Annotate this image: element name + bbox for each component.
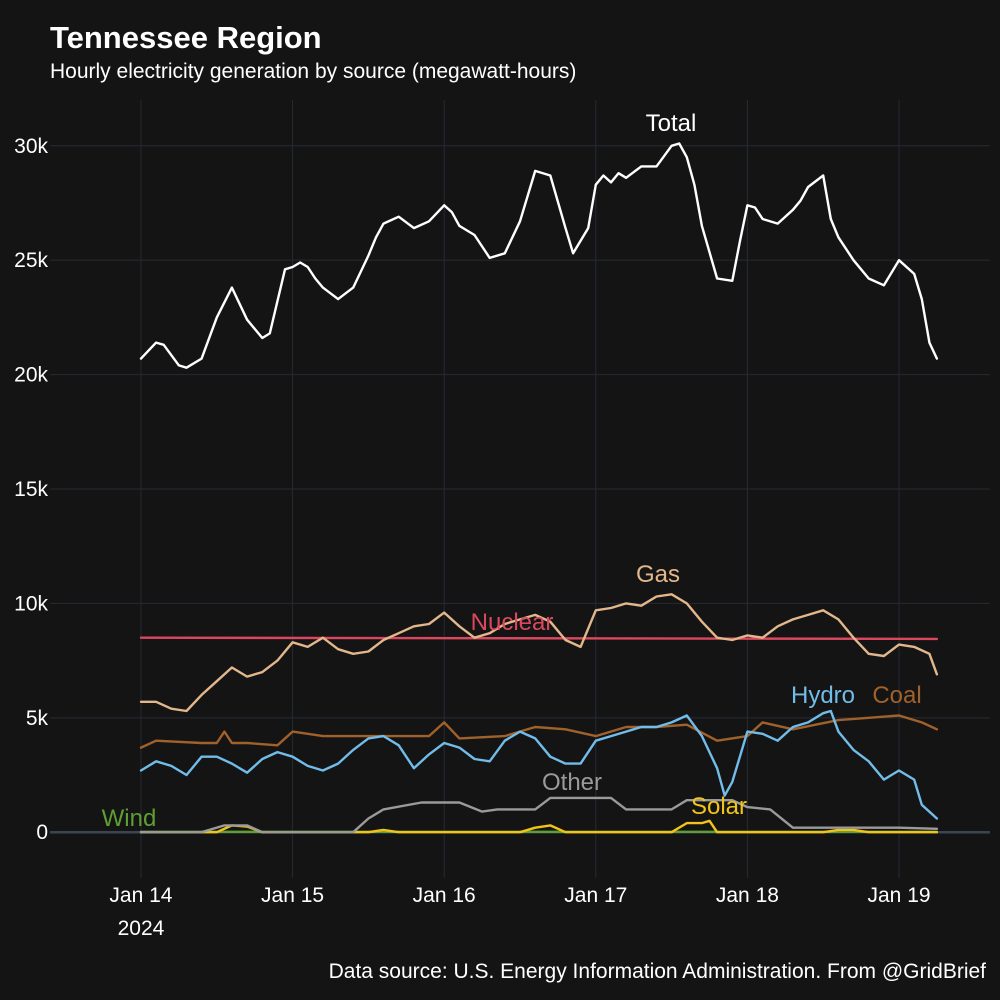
series-line-hydro	[139, 709, 939, 820]
y-tick-label: 25k	[14, 249, 48, 272]
x-tick-label: Jan 19	[868, 884, 931, 907]
y-tick-label: 15k	[14, 478, 48, 501]
series-label-other: Other	[542, 769, 602, 796]
series-label-solar: Solar	[691, 793, 747, 820]
y-axis: 0 5k 10k 15k 20k 25k 30k	[14, 135, 48, 844]
y-tick-label: 10k	[14, 592, 48, 615]
y-tick-label: 30k	[14, 135, 48, 158]
x-tick-label: Jan 17	[564, 884, 627, 907]
series-label-nuclear: Nuclear	[471, 609, 554, 636]
source-note: Data source: U.S. Energy Information Adm…	[328, 960, 986, 983]
series-line-other	[139, 796, 939, 834]
x-tick-label: Jan 18	[716, 884, 779, 907]
y-tick-label: 5k	[26, 707, 49, 730]
y-tick-label: 0	[36, 821, 48, 844]
series-label-coal: Coal	[872, 682, 921, 709]
x-tick-label: Jan 15	[261, 884, 324, 907]
series-line-nuclear	[139, 636, 939, 641]
x-year-label: 2024	[118, 917, 165, 940]
series-line-gas	[139, 593, 939, 713]
series-labels: Total Gas Nuclear Hydro Coal Other Solar Wind	[102, 110, 922, 832]
chart-title: Tennessee Region	[50, 20, 322, 55]
series-lines	[139, 142, 939, 834]
grid-lines	[50, 100, 990, 878]
x-tick-label: Jan 16	[413, 884, 476, 907]
chart-subtitle: Hourly electricity generation by source …	[50, 60, 577, 83]
x-tick-label: Jan 14	[109, 884, 172, 907]
series-label-wind: Wind	[102, 805, 157, 832]
series-label-gas: Gas	[636, 561, 680, 588]
series-label-total: Total	[646, 110, 697, 137]
y-tick-label: 20k	[14, 364, 48, 387]
x-axis: Jan 14 Jan 15 Jan 16 Jan 17 Jan 18 Jan 19 2024	[109, 884, 930, 940]
series-label-hydro: Hydro	[791, 682, 855, 709]
series-line-total	[139, 142, 939, 369]
